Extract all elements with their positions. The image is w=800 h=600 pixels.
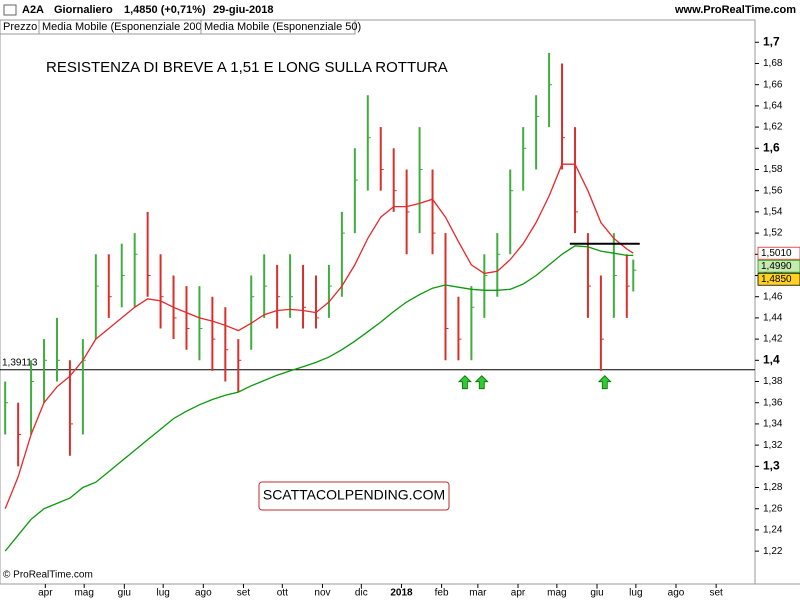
y-tick-label: 1,62 [763,122,783,133]
y-tick-label: 1,28 [763,482,783,493]
date: 29-giu-2018 [213,4,274,16]
x-tick-label: nov [314,588,330,599]
x-tick-label: lug [156,588,169,599]
x-tick-label: ott [277,588,288,599]
y-tick-label: 1,36 [763,397,783,408]
y-tick-label: 1,26 [763,503,783,514]
value-label: 1,4990 [761,261,792,272]
value-label-box [757,246,800,260]
copyright: © ProRealTime.com [3,570,93,581]
y-tick-label: 1,7 [763,34,780,48]
y-tick-label: 1,64 [763,101,783,112]
x-tick-label: set [709,588,723,599]
y-tick-label: 1,44 [763,313,783,324]
y-tick-label: 1,52 [763,228,783,239]
site: www.ProRealTime.com [674,4,796,16]
y-tick-label: 1,42 [763,334,783,345]
y-tick-label: 1,54 [763,207,783,218]
y-tick-label: 1,22 [763,546,783,557]
y-tick-label: 1,34 [763,419,783,430]
quote: 1,4850 (+0,71%) [124,4,206,16]
value-label: 1,4850 [761,274,792,285]
x-tick-label: apr [38,588,53,599]
watermark: SCATTACOLPENDING.COM [263,487,445,503]
symbol: A2A [22,4,44,16]
y-tick-label: 1,58 [763,164,783,175]
x-tick-label: mar [469,588,487,599]
watermark-box [258,481,450,511]
x-tick-label: apr [511,588,526,599]
x-tick-label: ago [195,588,212,599]
x-tick-label: lug [629,588,642,599]
ema-line [4,245,634,552]
y-tick-label: 1,6 [763,140,780,154]
y-tick-label: 1,68 [763,58,783,69]
y-tick-label: 1,66 [763,79,783,90]
legend-price: Prezzo [3,21,37,33]
x-tick-label: feb [435,588,449,599]
annotation-title: RESISTENZA DI BREVE A 1,51 E LONG SULLA … [46,59,448,76]
y-tick-label: 1,24 [763,525,783,536]
buy-arrow [457,375,472,390]
y-tick-label: 1,38 [763,376,783,387]
legend-ema200: Media Mobile (Esponenziale 200) [42,21,205,33]
x-tick-label: ago [668,588,685,599]
period: Giornaliero [54,4,113,16]
y-tick-label: 1,56 [763,185,783,196]
x-tick-label: mag [74,588,93,599]
x-tick-label: giu [590,588,603,599]
value-label-box [757,259,800,273]
legend-box [200,19,356,35]
value-label-box [757,272,800,286]
buy-arrow [474,375,489,390]
chart-icon [3,4,17,16]
ema-line [4,163,634,509]
buy-arrow [597,375,612,390]
support-label: 1,39113 [2,357,38,368]
x-tick-label: mag [547,588,566,599]
x-tick-label: 2018 [390,588,413,599]
x-tick-label: set [237,588,251,599]
y-tick-label: 1,3 [763,458,780,472]
x-tick-label: dic [355,588,368,599]
value-label: 1,5010 [761,248,792,259]
y-tick-label: 1,32 [763,440,783,451]
header-bar [0,0,800,20]
legend-ema50: Media Mobile (Esponenziale 50) [204,21,361,33]
y-tick-label: 1,46 [763,291,783,302]
x-tick-label: giu [118,588,131,599]
y-tick-label: 1,4 [763,352,780,366]
